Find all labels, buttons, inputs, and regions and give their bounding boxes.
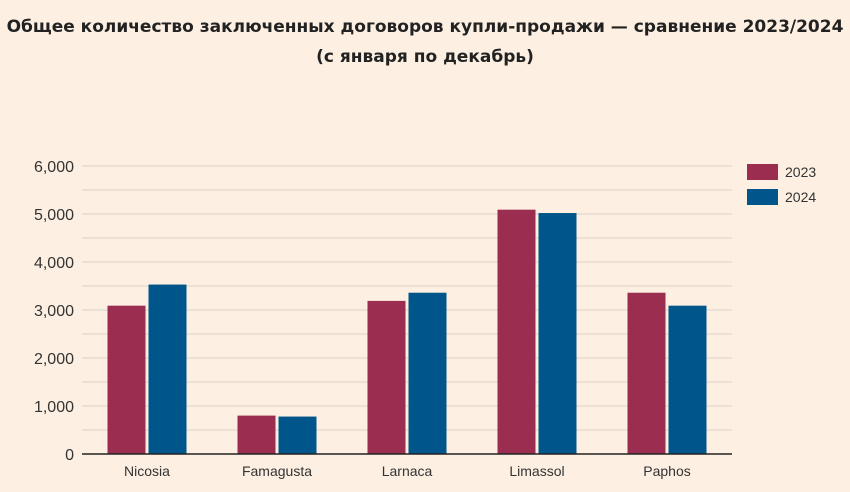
x-tick-label: Nicosia — [124, 463, 170, 479]
y-tick-label: 1,000 — [34, 399, 74, 416]
x-axis: Nicosia Famagusta Larnaca Limassol Paphos — [82, 453, 732, 479]
legend-swatch-2024 — [747, 189, 778, 205]
legend: 2023 2024 — [747, 164, 816, 205]
bar-2024-famagusta — [278, 416, 317, 454]
bar-2023-nicosia — [107, 305, 146, 454]
y-tick-label: 5,000 — [34, 207, 74, 224]
legend-swatch-2023 — [747, 164, 778, 180]
y-tick-label: 0 — [65, 447, 74, 464]
chart-subtitle: (с января по декабрь) — [316, 47, 534, 67]
y-tick-label: 4,000 — [34, 255, 74, 272]
grid-lines — [82, 165, 732, 431]
x-tick-label: Famagusta — [242, 463, 312, 479]
chart-title-block: Общее количество заключенных договоров к… — [0, 12, 850, 72]
y-tick-label: 3,000 — [34, 303, 74, 320]
bar-2024-limassol — [538, 213, 577, 454]
bars — [107, 209, 707, 454]
legend-label-2024: 2024 — [785, 189, 816, 205]
bar-2023-limassol — [497, 209, 536, 454]
bar-2024-larnaca — [408, 292, 447, 454]
y-tick-label: 2,000 — [34, 351, 74, 368]
x-tick-label: Limassol — [509, 463, 564, 479]
bar-2023-larnaca — [367, 300, 406, 454]
x-tick-label: Larnaca — [382, 463, 433, 479]
bar-2024-nicosia — [148, 284, 187, 454]
y-tick-label: 6,000 — [34, 159, 74, 176]
legend-label-2023: 2023 — [785, 164, 816, 180]
bar-2023-famagusta — [237, 415, 276, 454]
x-tick-label: Paphos — [643, 463, 690, 479]
y-axis-ticks: 0 1,000 2,000 3,000 4,000 5,000 6,000 — [34, 159, 74, 464]
bar-2023-paphos — [627, 292, 666, 454]
chart-title: Общее количество заключенных договоров к… — [6, 17, 844, 37]
bar-2024-paphos — [668, 305, 707, 454]
